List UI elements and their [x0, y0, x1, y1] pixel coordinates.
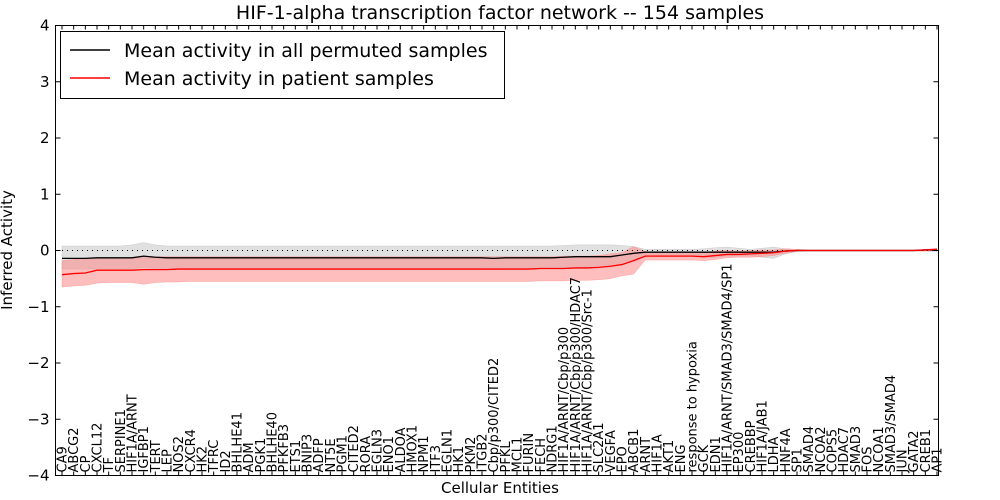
x-tick-label: ABCG2 [67, 427, 82, 472]
plot-area [55, 25, 939, 476]
x-tick-label: HIF1A/ARNT/Cbp/p300/HDAC7 [569, 277, 584, 473]
x-tick-label: FURIN [522, 433, 537, 473]
x-tick-label: SP1 [791, 448, 806, 472]
x-tick-label: CREB1 [919, 429, 934, 473]
y-tick-label: 0 [40, 242, 50, 260]
x-tick-label: SERPINE1 [114, 409, 129, 472]
x-tick-label: HMOX1 [406, 425, 421, 473]
x-tick-label: MCL1 [511, 437, 526, 473]
x-tick-label: NCOA1 [872, 427, 887, 473]
y-tick-label: −4 [27, 467, 49, 485]
x-tick-label: Cbp/p300/CITED2 [487, 358, 502, 473]
x-tick-label: ADM [242, 442, 257, 472]
y-tick-label: −3 [27, 410, 49, 428]
x-tick-label: CP [79, 455, 94, 472]
x-tick-label: ARNT [639, 437, 654, 473]
x-tick-label: HK2 [196, 446, 211, 473]
x-tick-label: CXCR4 [184, 429, 199, 472]
y-axis: −4 −3 −2 −1 0 1 2 3 4 [27, 17, 939, 485]
x-tick-label: ID2 [219, 450, 234, 472]
x-tick-label: SLC2A1 [592, 422, 607, 472]
y-axis-title: Inferred Activity [0, 190, 16, 310]
x-tick-label: HDAC7 [837, 427, 852, 473]
x-tick-label: SMAD3 [849, 426, 864, 473]
x-tick-label: JUN [896, 449, 911, 473]
x-tick-label: HNF4A [779, 428, 794, 472]
x-tick-label: PGK1 [254, 438, 269, 473]
x-tick-label: TERT [149, 440, 164, 473]
y-tick-label: 1 [40, 185, 50, 203]
x-tick-label: CA9 [56, 446, 71, 472]
x-tick-label: ETS1 [289, 440, 304, 473]
x-tick-label: NCOA2 [814, 427, 829, 473]
x-tick-label: GATA2 [907, 430, 922, 472]
x-tick-label: HIF1A/ARNT/SMAD3/SMAD4/SP1 [721, 263, 736, 472]
line-patient-mean [61, 248, 938, 276]
x-tick-label: SMAD3/SMAD4 [884, 375, 899, 473]
legend-box [60, 31, 505, 99]
x-tick-label: BHLHE41 [231, 412, 246, 472]
x-tick-label: LDHA [767, 436, 782, 472]
x-tick-label: CXCL12 [91, 423, 106, 473]
x-tick-label: ITGB2 [476, 433, 491, 472]
x-tick-label: COPS5 [826, 429, 841, 473]
x-tick-label: NPM1 [417, 435, 432, 472]
x-tick-label: PKM2 [464, 437, 479, 473]
x-tick-label: BHLHE40 [266, 412, 281, 472]
x-axis-title: Cellular Entities [441, 479, 559, 497]
x-tick-label: NOS2 [172, 436, 187, 472]
x-tick-label: HIF1A/ARNT/Cbp/p300 [557, 327, 572, 473]
x-tick-label: ADFP [312, 438, 327, 472]
x-tick-label: FECH [534, 438, 549, 473]
x-tick-label: HIF1A [651, 434, 666, 472]
x-tick-label: response to hypoxia [686, 341, 701, 472]
x-tick-label: PFKFB3 [277, 424, 292, 473]
x-tick-label: HK1 [452, 446, 467, 473]
x-tick-label: FOS [861, 447, 876, 473]
x-tick-label: RORA [359, 436, 374, 473]
chart-title: HIF-1-alpha transcription factor network… [236, 2, 764, 24]
x-axis-entity-labels: CA9ABCG2CPCXCL12TFSERPINE1HIF1A/ARNTIGFB… [56, 25, 946, 476]
legend: Mean activity in all permuted samples Me… [60, 31, 505, 99]
x-tick-label: CREBBP [744, 420, 759, 472]
series-lines [61, 248, 938, 276]
x-tick-label: EDN1 [709, 436, 724, 472]
y-tick-label: −1 [27, 298, 49, 316]
x-tick-label: BNIP3 [301, 434, 316, 473]
y-tick-label: 2 [40, 129, 50, 147]
y-tick-label: 4 [40, 17, 50, 35]
x-tick-label: EGLN3 [371, 429, 386, 473]
y-tick-label: 3 [40, 73, 50, 91]
x-tick-label: AKT1 [662, 440, 677, 473]
x-tick-label: AP1 [931, 447, 946, 472]
x-tick-label: NT5E [324, 438, 339, 472]
x-tick-label: HIF1A/ARNT/Cbp/p300/Src-1 [581, 289, 596, 472]
x-tick-label: HIF1A/JAB1 [756, 400, 771, 472]
x-tick-label: PGM1 [336, 435, 351, 472]
x-tick-label: ALDOA [394, 427, 409, 472]
x-tick-label: ENG [674, 444, 689, 472]
x-tick-label: LEP [161, 449, 176, 472]
legend-label-permuted: Mean activity in all permuted samples [124, 40, 487, 62]
y-tick-label: −2 [27, 354, 49, 372]
x-tick-label: GCK [697, 444, 712, 472]
x-tick-label: EP300 [732, 432, 747, 473]
x-tick-label: EPO [616, 446, 631, 472]
x-tick-label: ITF3 [429, 445, 444, 473]
x-tick-label: EGLN1 [441, 429, 456, 473]
x-tick-label: IGFBP1 [137, 426, 152, 472]
x-tick-label: VEGFA [604, 430, 619, 472]
x-tick-label: CITED2 [347, 425, 362, 472]
x-tick-label: ABCB1 [627, 429, 642, 473]
x-tick-label: ENO1 [382, 436, 397, 472]
x-tick-label: PFKL [499, 441, 514, 473]
legend-label-patient: Mean activity in patient samples [124, 68, 434, 90]
x-tick-label: HIF1A/ARNT [126, 394, 141, 472]
x-tick-label: TF [102, 457, 117, 473]
x-tick-label: TFRC [207, 440, 222, 474]
x-tick-label: NDRG1 [546, 425, 561, 472]
x-tick-label: SMAD4 [802, 426, 817, 473]
